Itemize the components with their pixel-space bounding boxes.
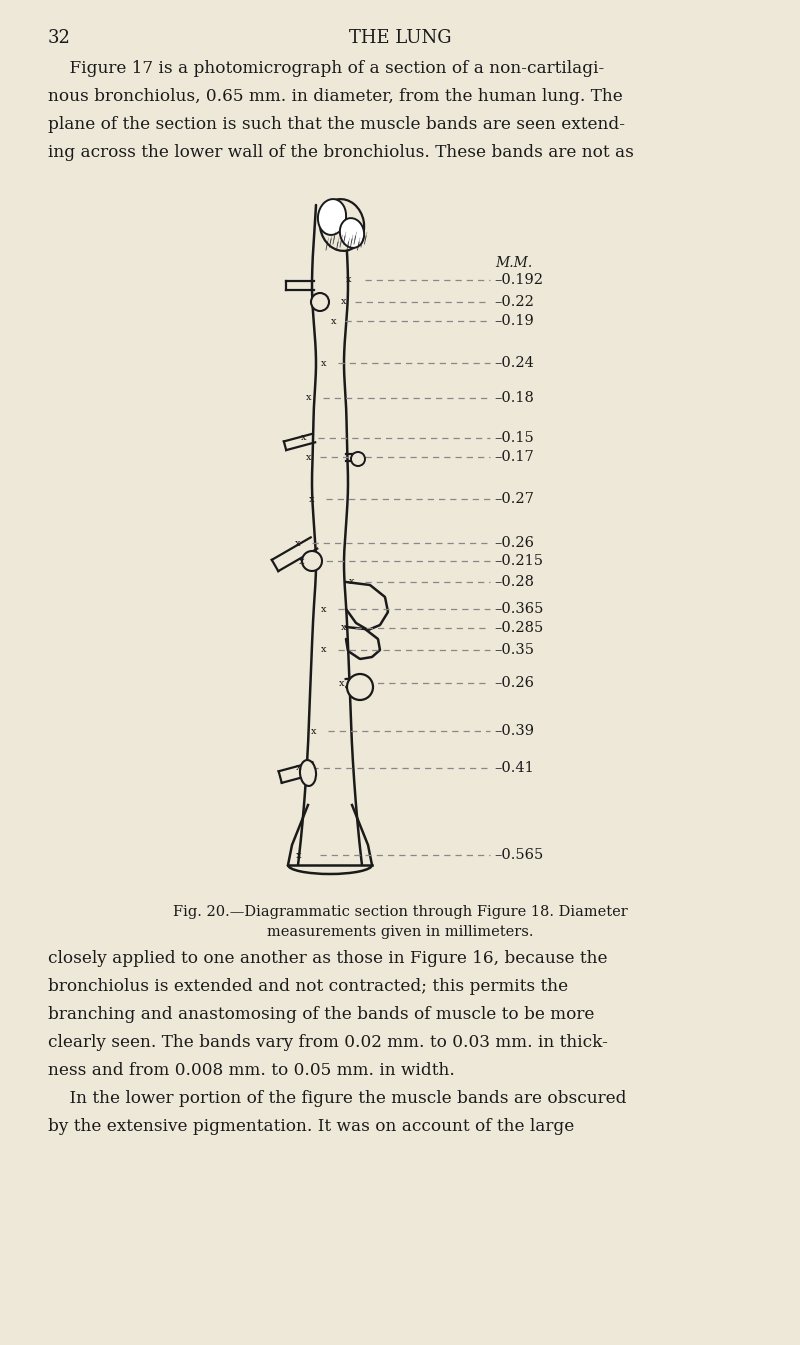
- Text: –0.565: –0.565: [494, 847, 543, 862]
- Text: x: x: [296, 764, 302, 772]
- Text: x: x: [346, 276, 352, 285]
- Text: x: x: [322, 646, 326, 655]
- Text: –0.41: –0.41: [494, 761, 534, 775]
- Text: bronchiolus is extended and not contracted; this permits the: bronchiolus is extended and not contract…: [48, 978, 568, 995]
- Text: –0.39: –0.39: [494, 724, 534, 738]
- Text: closely applied to one another as those in Figure 16, because the: closely applied to one another as those …: [48, 950, 607, 967]
- Text: –0.26: –0.26: [494, 677, 534, 690]
- Ellipse shape: [300, 760, 316, 785]
- Text: branching and anastomosing of the bands of muscle to be more: branching and anastomosing of the bands …: [48, 1006, 594, 1024]
- Text: by the extensive pigmentation. It was on account of the large: by the extensive pigmentation. It was on…: [48, 1118, 574, 1135]
- Text: –0.19: –0.19: [494, 313, 534, 328]
- Text: –0.35: –0.35: [494, 643, 534, 656]
- Text: x: x: [322, 359, 326, 367]
- Text: –0.15: –0.15: [494, 430, 534, 445]
- Text: ness and from 0.008 mm. to 0.05 mm. in width.: ness and from 0.008 mm. to 0.05 mm. in w…: [48, 1063, 455, 1079]
- Text: x: x: [299, 557, 305, 565]
- Text: x: x: [306, 452, 312, 461]
- Circle shape: [347, 674, 373, 699]
- Text: M.M.: M.M.: [495, 256, 532, 270]
- Text: –0.27: –0.27: [494, 492, 534, 506]
- Text: x: x: [339, 678, 345, 687]
- Text: x: x: [310, 495, 314, 503]
- Circle shape: [311, 293, 329, 311]
- Text: plane of the section is such that the muscle bands are seen extend-: plane of the section is such that the mu…: [48, 116, 625, 133]
- Text: x: x: [342, 297, 346, 307]
- Text: 32: 32: [48, 30, 71, 47]
- Text: –0.17: –0.17: [494, 451, 534, 464]
- Text: –0.192: –0.192: [494, 273, 543, 286]
- Text: –0.24: –0.24: [494, 356, 534, 370]
- Text: x: x: [350, 577, 354, 586]
- Text: –0.28: –0.28: [494, 576, 534, 589]
- Text: Figure 17 is a photomicrograph of a section of a non-cartilagi-: Figure 17 is a photomicrograph of a sect…: [48, 61, 604, 77]
- Text: x: x: [296, 850, 302, 859]
- Text: measurements given in millimeters.: measurements given in millimeters.: [266, 925, 534, 939]
- Ellipse shape: [320, 199, 364, 252]
- Text: x: x: [302, 433, 306, 443]
- Text: x: x: [295, 538, 301, 547]
- Circle shape: [351, 452, 365, 465]
- Text: x: x: [322, 604, 326, 613]
- Text: clearly seen. The bands vary from 0.02 mm. to 0.03 mm. in thick-: clearly seen. The bands vary from 0.02 m…: [48, 1034, 608, 1050]
- Text: In the lower portion of the figure the muscle bands are obscured: In the lower portion of the figure the m…: [48, 1089, 626, 1107]
- Text: –0.26: –0.26: [494, 537, 534, 550]
- Text: –0.365: –0.365: [494, 603, 543, 616]
- Text: x: x: [311, 726, 317, 736]
- Text: Fig. 20.—Diagrammatic section through Figure 18. Diameter: Fig. 20.—Diagrammatic section through Fi…: [173, 905, 627, 919]
- Ellipse shape: [340, 218, 364, 247]
- Text: –0.18: –0.18: [494, 391, 534, 405]
- Text: ing across the lower wall of the bronchiolus. These bands are not as: ing across the lower wall of the bronchi…: [48, 144, 634, 161]
- Text: x: x: [306, 394, 312, 402]
- Text: –0.215: –0.215: [494, 554, 543, 568]
- Text: x: x: [342, 624, 346, 632]
- Ellipse shape: [318, 199, 346, 235]
- Text: –0.285: –0.285: [494, 621, 543, 635]
- Text: nous bronchiolus, 0.65 mm. in diameter, from the human lung. The: nous bronchiolus, 0.65 mm. in diameter, …: [48, 87, 622, 105]
- Text: –0.22: –0.22: [494, 295, 534, 309]
- Text: x: x: [331, 316, 337, 325]
- Circle shape: [302, 551, 322, 572]
- Text: THE LUNG: THE LUNG: [349, 30, 451, 47]
